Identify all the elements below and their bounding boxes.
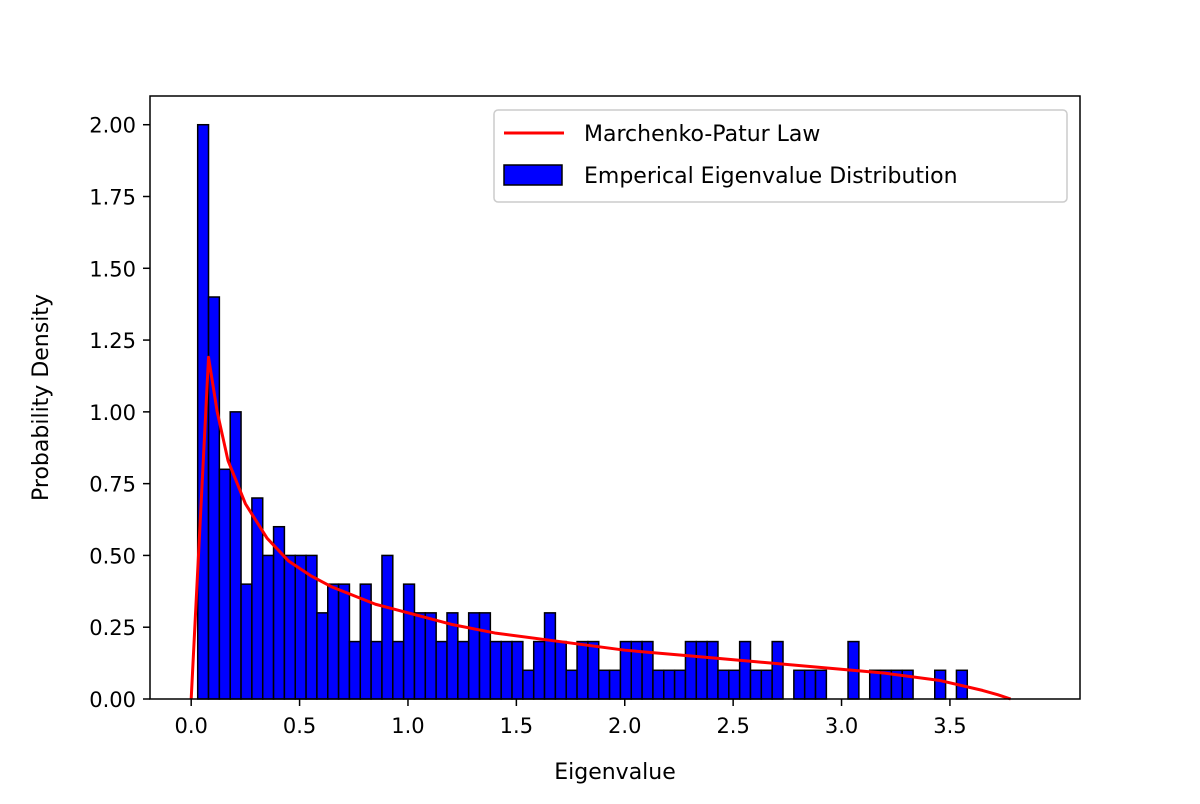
histogram-bar: [663, 669, 676, 700]
legend-box: [493, 109, 1068, 203]
x-tick-label: 0.0: [174, 714, 207, 738]
x-tick-label: 1.5: [500, 714, 533, 738]
series-line-marchenko-pastur: [189, 355, 1012, 701]
histogram-bar: [294, 554, 307, 700]
histogram-bar: [641, 640, 654, 700]
histogram-bar: [760, 669, 773, 700]
histogram-bar: [424, 612, 437, 700]
histogram-bar: [402, 583, 416, 700]
histogram-bar: [749, 669, 763, 700]
histogram-bar: [587, 640, 600, 700]
x-tick-label: 2.0: [608, 714, 641, 738]
y-axis-ticks: 0.00 0.25 0.50 0.75 1.00 1.25 1.50 1.75 2.00: [89, 114, 150, 712]
histogram-bar: [370, 640, 383, 700]
histogram-bar: [522, 669, 535, 700]
histogram-bar: [316, 612, 329, 700]
histogram-bar: [608, 669, 622, 700]
legend-label-empirical: Emperical Eigenvalue Distribution: [584, 164, 958, 189]
histogram-bar: [478, 612, 492, 700]
histogram-bar: [327, 583, 340, 700]
histogram-bar: [576, 640, 589, 700]
histogram-bar: [283, 554, 296, 700]
histogram-bar: [706, 640, 719, 700]
x-tick-label: 3.0: [825, 714, 858, 738]
x-tick-label: 0.5: [283, 714, 316, 738]
y-tick-label: 1.75: [89, 186, 136, 210]
histogram-bar: [532, 640, 546, 700]
x-tick-label: 1.0: [391, 714, 424, 738]
histogram-bar: [500, 640, 513, 700]
x-tick-label: 2.5: [716, 714, 749, 738]
y-tick-label: 1.25: [89, 329, 136, 353]
histogram-bar: [717, 669, 730, 700]
histogram-bar: [229, 411, 242, 700]
histogram-bar: [467, 612, 481, 700]
histogram-bar: [413, 612, 427, 700]
histogram-bar: [240, 583, 253, 700]
histogram-bar: [392, 640, 405, 700]
histogram-bar: [728, 669, 741, 700]
histogram-bar: [207, 296, 221, 700]
x-axis-ticks: 0.0 0.5 1.0 1.5 2.0 2.5 3.0 3.5: [174, 699, 967, 738]
legend: Marchenko-Patur Law Emperical Eigenvalue…: [493, 109, 1068, 203]
y-tick-label: 1.50: [89, 257, 136, 281]
plot-frame: [149, 95, 1081, 700]
histogram-bar: [803, 669, 817, 700]
histogram-bar: [673, 669, 687, 700]
histogram-bar: [771, 640, 784, 700]
y-tick-label: 1.00: [89, 401, 136, 425]
bars-layer: [196, 123, 969, 700]
histogram-bar: [381, 554, 394, 700]
y-axis-label: Probability Density: [29, 294, 54, 501]
histogram-bar: [793, 669, 806, 700]
histogram-bar: [435, 640, 448, 700]
x-tick-label: 3.5: [933, 714, 966, 738]
histogram-bar: [511, 640, 524, 700]
histogram-bar: [218, 468, 231, 700]
histogram-bar: [684, 640, 698, 700]
histogram-bar: [934, 669, 947, 700]
histogram-bar: [868, 669, 882, 700]
y-tick-label: 0.00: [89, 688, 136, 712]
histogram-bar: [337, 583, 351, 700]
legend-swatch-bar: [503, 164, 563, 186]
y-tick-label: 2.00: [89, 114, 136, 138]
histogram-bar: [554, 640, 567, 700]
y-tick-label: 0.50: [89, 544, 136, 568]
histogram-bar: [738, 640, 752, 700]
histogram-bar: [695, 640, 708, 700]
histogram-bar: [457, 640, 470, 700]
y-tick-label: 0.25: [89, 616, 136, 640]
histogram-bar: [543, 612, 557, 700]
histogram-bar: [652, 669, 665, 700]
legend-label-marchenko-pastur: Marchenko-Patur Law: [584, 122, 820, 147]
histogram-bar: [814, 669, 828, 700]
histogram-bar: [565, 669, 578, 700]
y-tick-label: 0.75: [89, 473, 136, 497]
histogram-bar: [348, 640, 362, 700]
x-axis-label: Eigenvalue: [554, 760, 676, 785]
histogram-bar: [597, 669, 611, 700]
histogram-bar: [489, 640, 502, 700]
histogram-bar: [261, 554, 275, 700]
line-layer: [189, 355, 1012, 701]
